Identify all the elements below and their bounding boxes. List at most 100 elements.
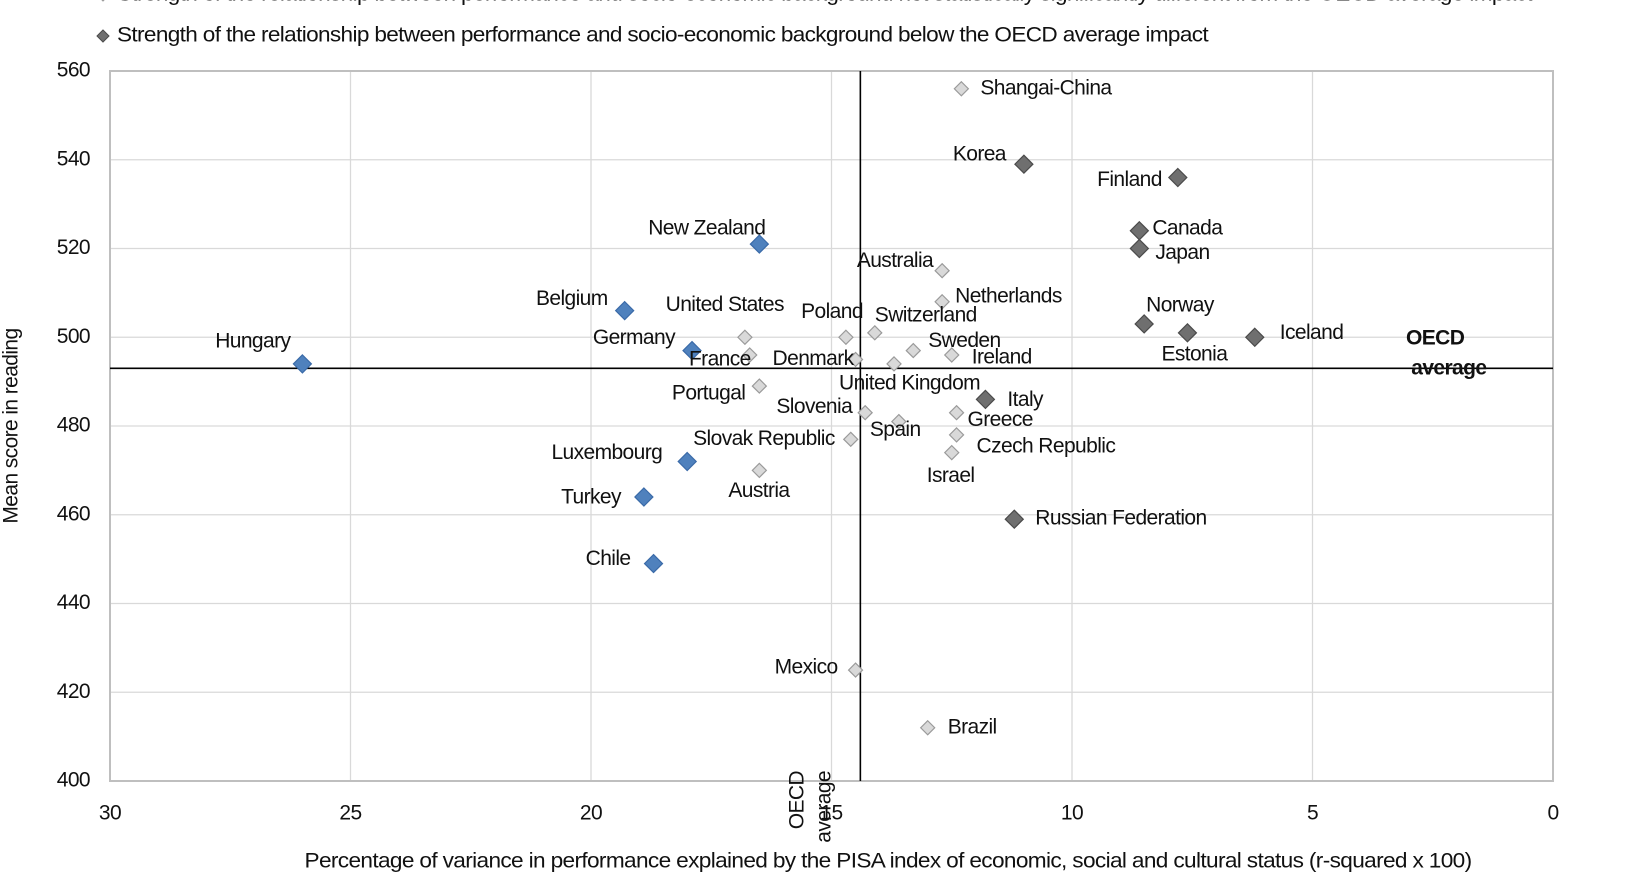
point-label: Norway: [1146, 293, 1215, 316]
point-label: Australia: [857, 249, 934, 272]
x-axis-title: Percentage of variance in performance ex…: [305, 850, 1472, 873]
point-label: Italy: [1007, 388, 1044, 411]
data-point: [741, 347, 758, 363]
point-label: Slovak Republic: [693, 427, 835, 450]
point-label: Russian Federation: [1035, 507, 1206, 530]
y-axis-title: Mean score in reading: [0, 328, 23, 523]
point-label: France: [689, 348, 751, 371]
x-tick-label: 0: [1547, 802, 1558, 825]
legend-label: Strength of the relationship between per…: [117, 24, 1209, 47]
point-label: Japan: [1155, 241, 1209, 264]
x-tick-label: 15: [820, 802, 842, 825]
y-tick-label: 440: [57, 591, 90, 614]
y-tick-label: 540: [57, 147, 90, 170]
y-tick-label: 420: [57, 680, 90, 703]
point-label: Shangai-China: [980, 76, 1112, 99]
data-point: [847, 662, 864, 678]
data-point: [737, 329, 753, 346]
data-point: [1014, 154, 1034, 175]
data-point: [886, 356, 902, 372]
data-point: [975, 389, 996, 410]
data-point: [1004, 509, 1025, 530]
data-point: [948, 427, 965, 443]
point-label: Portugal: [672, 382, 745, 405]
x-tick-label: 20: [580, 802, 602, 825]
y-tick-label: 560: [57, 59, 90, 82]
data-point: [682, 340, 702, 361]
data-point: [934, 293, 950, 310]
legend-marker: [101, 0, 105, 2]
data-point: [1244, 327, 1265, 348]
point-label: Austria: [728, 479, 790, 502]
point-label: Belgium: [536, 287, 608, 310]
data-point: [677, 451, 698, 472]
point-label: Germany: [593, 326, 676, 349]
data-point: [838, 329, 854, 346]
point-label: Greece: [968, 408, 1033, 431]
point-label: Chile: [586, 547, 631, 570]
reference-label: OECD average: [785, 771, 835, 848]
point-label: Israel: [927, 464, 975, 487]
point-label: Denmark: [773, 347, 855, 370]
point-label: Netherlands: [955, 284, 1062, 307]
data-point: [1134, 314, 1154, 334]
point-label: Finland: [1097, 168, 1162, 191]
data-point: [943, 444, 960, 461]
y-tick-label: 400: [57, 769, 90, 792]
plot-border: [109, 70, 1554, 782]
data-point: [751, 378, 768, 394]
data-point: [948, 404, 965, 421]
data-point: [292, 354, 313, 374]
point-label: United States: [666, 293, 784, 316]
data-point: [934, 262, 950, 279]
data-point: [634, 487, 654, 507]
point-label: Switzerland: [875, 303, 977, 326]
x-tick-label: 30: [99, 802, 121, 825]
point-label: Estonia: [1161, 342, 1228, 365]
point-label: Hungary: [215, 329, 291, 352]
data-point: [953, 80, 970, 97]
point-label: Brazil: [948, 715, 997, 738]
data-point: [1129, 220, 1150, 241]
point-label: United Kingdom: [839, 371, 980, 394]
data-point: [614, 300, 635, 321]
data-point: [847, 351, 864, 368]
reference-label: OECD average: [1406, 326, 1486, 379]
x-tick-label: 5: [1307, 802, 1318, 825]
point-label: Iceland: [1280, 321, 1344, 344]
point-label: Mexico: [775, 656, 838, 679]
data-point: [842, 431, 859, 448]
data-point: [919, 719, 936, 736]
data-point: [905, 342, 922, 359]
legend-label: Strength of the relationship between per…: [117, 0, 1533, 6]
data-point: [749, 234, 770, 254]
data-point: [1177, 322, 1198, 343]
point-label: Poland: [801, 300, 863, 323]
x-tick-label: 10: [1061, 802, 1083, 825]
data-point: [751, 462, 768, 479]
y-tick-label: 500: [57, 325, 90, 348]
y-tick-label: 520: [57, 236, 90, 259]
point-label: Turkey: [561, 486, 622, 509]
point-label: New Zealand: [648, 217, 765, 240]
point-label: Spain: [870, 418, 921, 441]
data-point: [943, 347, 960, 363]
point-label: Slovenia: [776, 395, 853, 418]
point-label: Korea: [953, 143, 1007, 166]
data-point: [643, 553, 664, 574]
point-label: Czech Republic: [977, 434, 1116, 457]
y-tick-label: 480: [57, 414, 90, 437]
point-label: Sweden: [928, 329, 1000, 352]
y-tick-label: 460: [57, 502, 90, 525]
point-label: Ireland: [972, 346, 1032, 369]
x-tick-label: 25: [339, 802, 361, 825]
data-point: [1129, 238, 1150, 259]
legend-marker: [96, 29, 110, 43]
data-point: [890, 413, 907, 430]
point-label: Canada: [1152, 216, 1223, 239]
data-point: [857, 404, 874, 421]
data-point: [866, 324, 883, 341]
point-label: Luxembourg: [551, 441, 662, 464]
data-point: [1167, 167, 1188, 188]
